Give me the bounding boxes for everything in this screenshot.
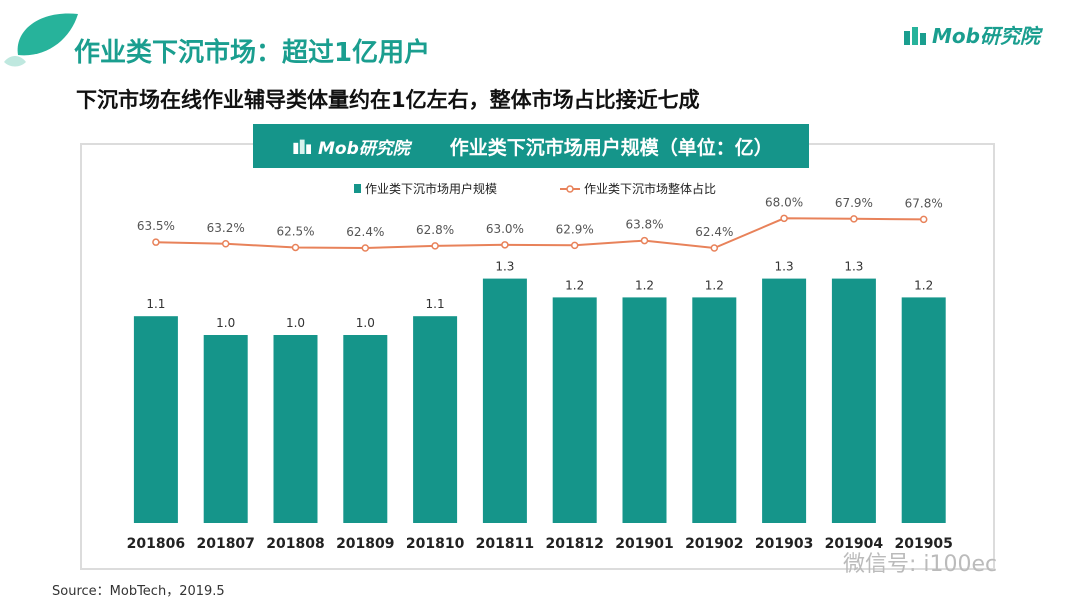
line-point: [710, 244, 719, 252]
bar: [413, 316, 458, 523]
x-tick-label: 201904: [825, 536, 884, 552]
line-value-label: 62.5%: [276, 224, 314, 238]
brand-name: Mob研究院: [932, 24, 1040, 48]
line-value-label: 63.0%: [486, 222, 524, 236]
page-title: 作业类下沉市场：超过1亿用户: [74, 38, 431, 68]
bar: [273, 335, 318, 523]
bar: [692, 297, 737, 523]
bar-value-label: 1.1: [146, 297, 165, 311]
line-value-label: 67.8%: [905, 196, 943, 210]
bar: [831, 278, 876, 523]
line-value-label: 68.0%: [765, 195, 803, 209]
bar-value-label: 1.3: [844, 260, 863, 274]
bar: [203, 335, 248, 523]
bar: [622, 297, 667, 523]
page-subtitle: 下沉市场在线作业辅导类体量约在1亿左右，整体市场占比接近七成: [76, 88, 700, 112]
line-point: [570, 241, 579, 250]
bar-value-label: 1.0: [356, 316, 375, 330]
bar-value-label: 1.1: [426, 297, 445, 311]
x-tick-label: 201811: [476, 536, 534, 552]
line-value-label: 62.4%: [346, 225, 384, 239]
x-tick-label: 201901: [615, 536, 673, 552]
brand-logo: Mob研究院: [904, 20, 1040, 49]
line-point: [850, 215, 858, 223]
mob-logo-icon: [904, 26, 927, 45]
legend-bar-label: 作业类下沉市场用户规模: [365, 181, 497, 196]
bar-value-label: 1.2: [635, 278, 654, 292]
watermark-text: 微信号: i100ec: [843, 552, 998, 577]
chart-header-brand: Mob研究院: [293, 134, 410, 159]
line-point: [780, 214, 788, 223]
legend-bar-swatch: [354, 184, 361, 193]
x-tick-label: 201905: [894, 536, 952, 552]
x-tick-label: 201808: [266, 536, 324, 552]
x-tick-label: 201809: [336, 536, 394, 552]
line-point: [640, 236, 649, 245]
line-value-label: 62.9%: [556, 222, 594, 236]
line-value-label: 63.5%: [137, 219, 175, 233]
line-point: [501, 241, 509, 249]
bar: [762, 278, 807, 523]
bar-value-label: 1.2: [565, 278, 584, 292]
line-point: [431, 242, 439, 250]
bar-value-label: 1.2: [914, 278, 933, 292]
bar: [482, 278, 527, 523]
line-value-label: 63.8%: [625, 218, 663, 232]
x-tick-label: 201810: [406, 536, 465, 552]
bar-value-label: 1.0: [216, 316, 235, 330]
bar: [552, 297, 597, 523]
line-value-label: 62.4%: [695, 225, 733, 239]
bar: [133, 316, 178, 523]
x-tick-label: 201807: [196, 536, 254, 552]
bar-value-label: 1.0: [286, 316, 305, 330]
x-tick-label: 201902: [685, 536, 743, 552]
line-value-label: 62.8%: [416, 223, 454, 237]
x-tick-label: 201806: [127, 536, 185, 552]
source-note: Source：MobTech，2019.5: [52, 584, 225, 599]
legend-line-label: 作业类下沉市场整体占比: [584, 181, 716, 196]
chart-header-brand-text: Mob研究院: [318, 138, 410, 159]
legend-line-marker: [566, 185, 574, 193]
bar: [901, 297, 946, 523]
line-point: [291, 243, 300, 252]
bar-value-label: 1.3: [775, 260, 794, 274]
x-tick-label: 201903: [755, 536, 813, 552]
bar-value-label: 1.2: [705, 278, 724, 292]
chart-header: Mob研究院 作业类下沉市场用户规模（单位：亿）: [253, 124, 809, 168]
line-point: [919, 215, 928, 224]
line-series: [155, 217, 924, 250]
line-value-label: 67.9%: [835, 196, 873, 210]
bar: [343, 335, 388, 523]
line-point: [361, 244, 370, 252]
line-point: [152, 238, 160, 246]
decorative-leaf-shapes: [4, 13, 79, 67]
x-tick-label: 201812: [545, 536, 603, 552]
line-point: [221, 240, 230, 248]
line-value-label: 63.2%: [207, 221, 245, 235]
mob-logo-icon: [293, 139, 311, 154]
bar-value-label: 1.3: [495, 260, 514, 274]
chart-title: 作业类下沉市场用户规模（单位：亿）: [449, 136, 773, 159]
